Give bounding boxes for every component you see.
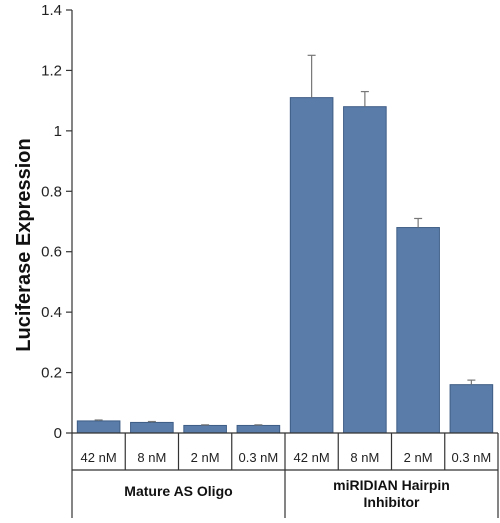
y-axis-label: Luciferase Expression [13, 138, 35, 351]
y-axis: 0 0.2 0.4 0.6 0.8 1 1.2 1.4 [41, 2, 73, 442]
y-tick-label: 0 [54, 425, 62, 442]
bar [236, 424, 281, 434]
x-tick-label: 8 nM [350, 450, 379, 465]
x-tick-label: 2 nM [404, 450, 433, 465]
bar [130, 421, 174, 434]
bar [289, 97, 334, 434]
x-tick-label: 0.3 nM [452, 450, 492, 465]
bar [343, 106, 387, 434]
bar [183, 424, 227, 434]
group-label: Inhibitor [364, 494, 421, 510]
x-axis: 42 nM 8 nM 2 nM 0.3 nM 42 nM 8 nM 2 nM 0.3 nM Ma… [71, 432, 499, 518]
bars [76, 54, 494, 434]
y-tick-label: 1.4 [41, 2, 62, 19]
x-tick-label: 42 nM [81, 450, 117, 465]
x-tick-label: 0.3 nM [239, 450, 279, 465]
y-tick-label: 0.6 [41, 244, 62, 261]
x-tick-label: 8 nM [137, 450, 166, 465]
y-tick-label: 1 [54, 123, 62, 140]
y-tick-label: 0.8 [41, 183, 62, 200]
bar [76, 420, 121, 434]
group-label: miRIDIAN Hairpin [333, 477, 450, 493]
y-tick-label: 1.2 [41, 62, 62, 79]
x-tick-label: 2 nM [191, 450, 220, 465]
bar [449, 384, 494, 434]
x-tick-label: 42 nM [294, 450, 330, 465]
group-label: Mature AS Oligo [124, 483, 232, 499]
bar [396, 227, 440, 434]
y-tick-label: 0.4 [41, 304, 62, 321]
y-tick-label: 0.2 [41, 365, 62, 382]
